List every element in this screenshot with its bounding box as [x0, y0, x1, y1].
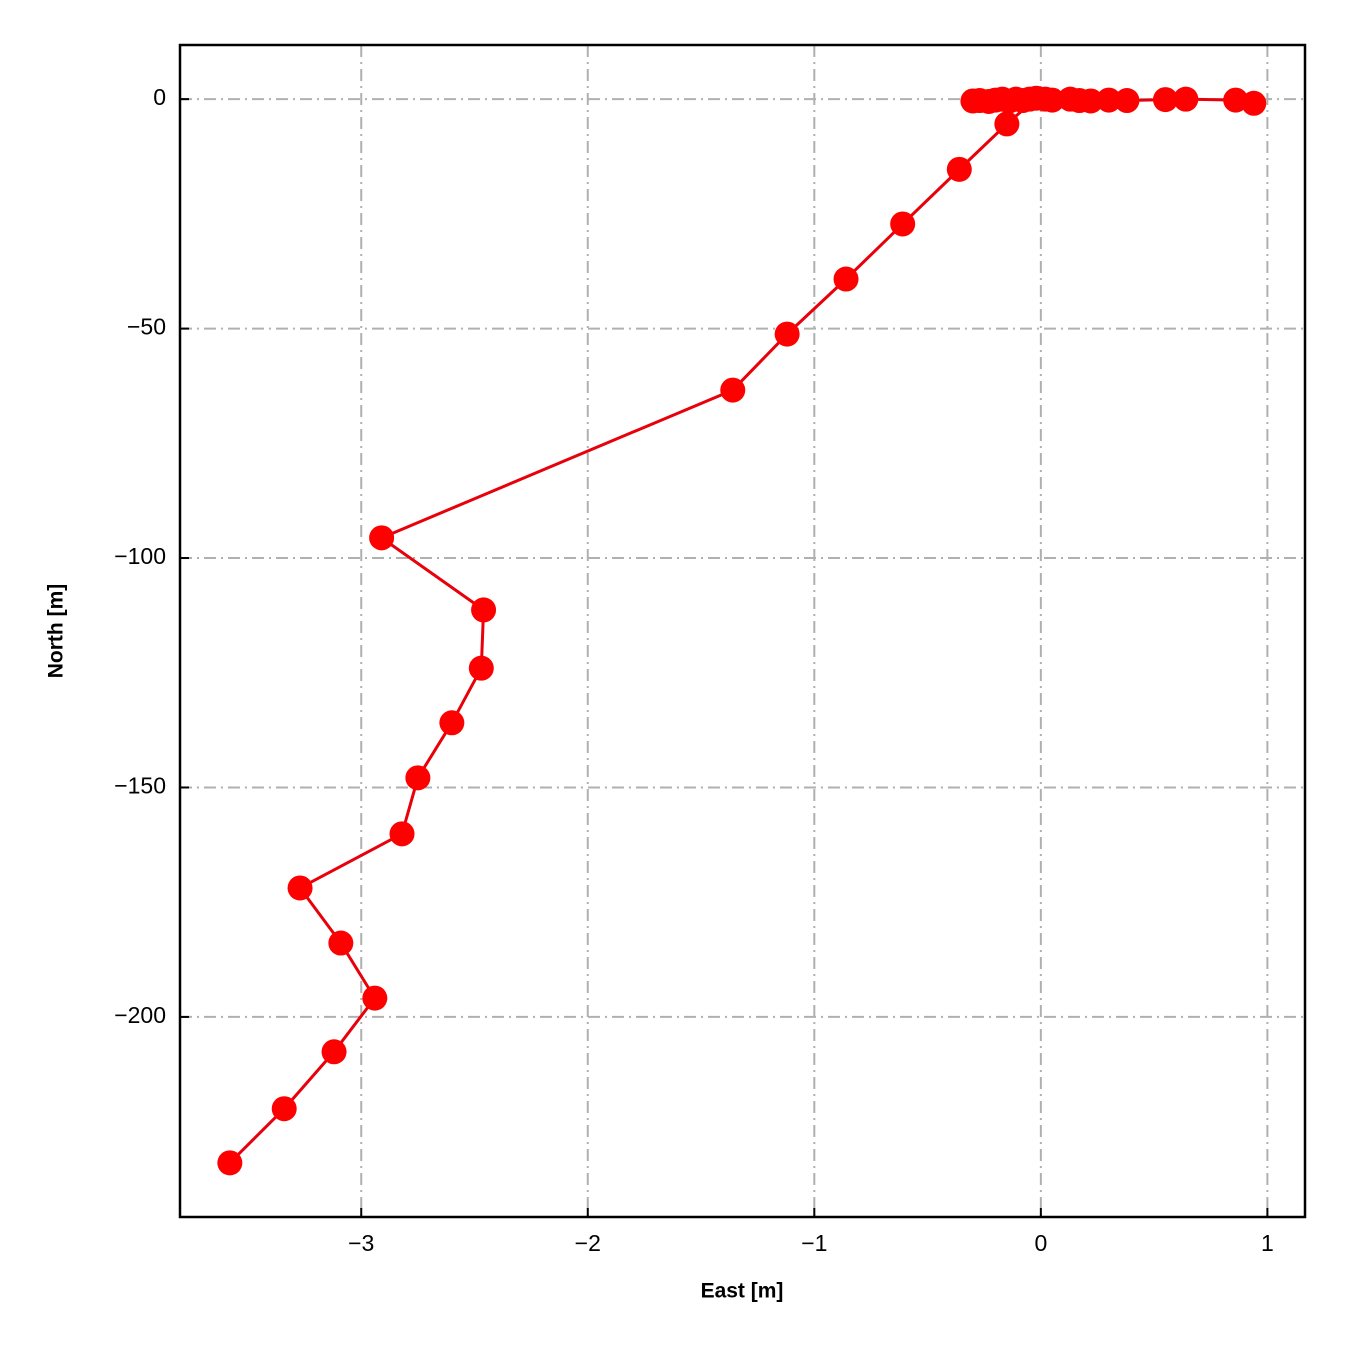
marker: [271, 1096, 297, 1122]
marker: [994, 111, 1020, 137]
x-tick-label: 0: [1034, 1230, 1047, 1256]
marker: [960, 88, 986, 114]
y-tick-label: −100: [114, 543, 166, 569]
marker: [389, 821, 415, 847]
y-axis-label: North [m]: [45, 584, 68, 678]
ticks: −3 −2 −1 0 1 −200 −150 −100 −50 0: [114, 84, 1274, 1256]
marker: [890, 211, 916, 237]
marker: [1241, 90, 1267, 116]
marker: [471, 597, 497, 623]
y-tick-label: 0: [153, 84, 166, 110]
y-tick-label: −200: [114, 1002, 166, 1028]
marker: [720, 377, 746, 403]
y-tick-label: −150: [114, 773, 166, 799]
marker: [321, 1039, 347, 1065]
marker: [362, 985, 388, 1011]
marker: [1039, 87, 1065, 113]
x-tick-label: −1: [801, 1230, 827, 1256]
plot-frame: [178, 43, 1307, 1219]
marker: [1152, 87, 1178, 113]
x-axis-label: East [m]: [701, 1280, 784, 1303]
marker: [1114, 88, 1140, 114]
y-tick-label: −50: [127, 314, 166, 340]
marker: [328, 930, 354, 956]
marker: [405, 765, 431, 791]
marker: [833, 266, 859, 292]
x-tick-label: −3: [348, 1230, 374, 1256]
x-tick-label: 1: [1261, 1230, 1274, 1256]
grid: [180, 45, 1305, 1217]
marker: [1096, 87, 1122, 113]
x-tick-label: −2: [575, 1230, 601, 1256]
plot: [217, 85, 1267, 1176]
marker: [1078, 88, 1104, 114]
marker: [217, 1150, 243, 1176]
marker: [1173, 86, 1199, 112]
marker: [369, 525, 395, 551]
marker: [468, 655, 494, 681]
marker: [287, 875, 313, 901]
marker: [946, 156, 972, 182]
marker: [774, 321, 800, 347]
marker: [439, 710, 465, 736]
